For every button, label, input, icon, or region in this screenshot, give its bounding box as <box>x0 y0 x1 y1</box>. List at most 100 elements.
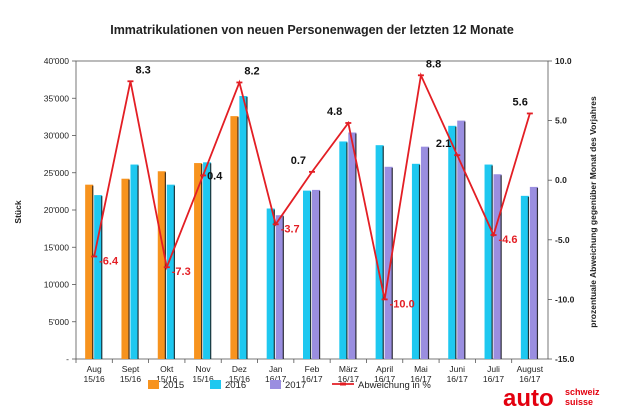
y-tick-label: 40'000 <box>44 56 70 66</box>
bar-shadow-2016-3 <box>210 163 212 359</box>
bar-2016-4 <box>239 96 248 359</box>
bar-shadow-2017-11 <box>500 175 502 359</box>
x-tick-year: 15/16 <box>229 374 251 384</box>
deviation-label-3: 0.4 <box>207 170 223 182</box>
legend-swatch-2015 <box>148 380 159 389</box>
bar-shadow-2017-7 <box>355 133 357 359</box>
chart-title: Immatrikulationen von neuen Personenwage… <box>110 23 514 37</box>
bar-shadow-2016-2 <box>173 185 175 359</box>
bar-shadow-2016-8 <box>382 146 384 359</box>
y2-tick-label: 10.0 <box>555 56 572 66</box>
x-axis-ticks: Aug15/16Sept15/16Okt15/16Nov15/16Dez15/1… <box>75 359 544 384</box>
y2-tick-label: -5.0 <box>555 235 570 245</box>
x-tick-month: Mai <box>414 364 428 374</box>
x-tick-month: Juli <box>487 364 500 374</box>
bar-shadow-2017-6 <box>319 190 321 359</box>
bar-shadow-2016-12 <box>527 196 530 359</box>
deviation-labels: -6.4 8.3 -7.3 0.4 8.2 -3.7 0.7 4.8 -10.0 8.8 2.1 -4… <box>99 58 528 310</box>
deviation-label-10: 2.1 <box>436 138 451 150</box>
x-tick-month: April <box>376 364 393 374</box>
deviation-label-1: 8.3 <box>135 64 150 76</box>
bar-2016-0 <box>94 195 103 359</box>
x-tick-year: 15/16 <box>192 374 214 384</box>
x-tick-month: Nov <box>196 364 212 374</box>
bar-2016-5 <box>266 208 275 359</box>
bar-shadow-2016-4 <box>246 97 248 359</box>
deviation-label-9: 8.8 <box>426 58 441 70</box>
y2-tick-label: 5.0 <box>555 116 567 126</box>
bar-shadow-2016-11 <box>491 165 493 359</box>
deviation-label-11: -4.6 <box>499 234 518 246</box>
deviation-line <box>91 72 533 301</box>
x-tick-month: Juni <box>449 364 465 374</box>
bar-2015-2 <box>157 171 166 359</box>
bar-shadow-2015-1 <box>128 179 130 359</box>
logo-auto-text: auto <box>503 385 554 412</box>
bar-2016-3 <box>203 162 212 359</box>
bar-group <box>85 96 539 359</box>
legend-label-line: Abweichung in % <box>358 380 431 391</box>
deviation-label-5: -3.7 <box>281 223 300 235</box>
bar-2017-7 <box>348 132 357 359</box>
y-tick-label: 30'000 <box>44 131 70 141</box>
bar-shadow-2016-10 <box>455 126 457 359</box>
bar-2017-6 <box>312 189 320 359</box>
bar-shadow-2016-0 <box>101 196 103 359</box>
y2-axis-ticks: 10.0 5.0 0.0 -5.0 -10.0 -15.0 <box>548 56 575 364</box>
x-tick-year: 16/17 <box>265 374 287 384</box>
legend-swatch-2016 <box>210 380 221 389</box>
bar-2015-3 <box>194 163 203 359</box>
y2-tick-label: -15.0 <box>555 354 575 364</box>
x-tick-year: 16/17 <box>410 374 432 384</box>
bar-2017-11 <box>493 174 502 359</box>
legend-label-2016: 2016 <box>225 380 246 391</box>
bar-shadow-2017-9 <box>427 147 430 359</box>
bar-shadow-2017-8 <box>391 167 393 359</box>
x-tick-month: Sept <box>122 364 140 374</box>
bar-2016-12 <box>520 195 529 359</box>
bar-shadow-2016-6 <box>310 191 312 359</box>
x-tick-year: 16/17 <box>374 374 396 384</box>
bar-2016-1 <box>130 164 139 359</box>
logo-line1: schweiz <box>565 387 600 397</box>
bar-2017-9 <box>420 146 429 359</box>
deviation-label-7: 4.8 <box>327 106 342 118</box>
legend-label-2017: 2017 <box>285 380 306 391</box>
bar-shadow-2015-0 <box>92 185 94 359</box>
bar-2015-4 <box>230 116 239 359</box>
x-tick-year: 16/17 <box>519 374 541 384</box>
bar-shadow-2016-9 <box>418 164 421 359</box>
deviation-label-0: -6.4 <box>99 255 119 267</box>
y-tick-label: 10'000 <box>44 280 70 290</box>
autoschweiz-logo: auto schweiz suisse <box>503 385 600 412</box>
x-tick-month: Okt <box>160 364 174 374</box>
bar-shadow-2016-5 <box>273 209 275 359</box>
bar-2017-10 <box>457 120 466 359</box>
legend: 2015 2016 2017 Abweichung in % <box>148 380 431 391</box>
x-tick-year: 16/17 <box>447 374 469 384</box>
x-tick-month: März <box>339 364 358 374</box>
x-tick-month: August <box>517 364 544 374</box>
bar-2016-6 <box>303 190 311 359</box>
bar-2017-5 <box>275 215 284 359</box>
x-tick-year: 15/16 <box>156 374 178 384</box>
y-tick-label: 20'000 <box>44 205 70 215</box>
deviation-label-12: 5.6 <box>513 96 528 108</box>
bar-shadow-2015-2 <box>164 172 166 359</box>
bar-2015-0 <box>85 184 94 359</box>
x-tick-month: Dez <box>232 364 247 374</box>
logo-line2: suisse <box>565 397 593 407</box>
x-tick-year: 16/17 <box>301 374 323 384</box>
bar-2016-2 <box>166 184 175 359</box>
bar-2017-12 <box>529 186 538 359</box>
y-tick-label: 35'000 <box>44 93 70 103</box>
bar-2015-1 <box>121 178 130 359</box>
bar-shadow-2016-1 <box>137 165 139 359</box>
x-tick-month: Jan <box>269 364 283 374</box>
y-tick-label: - <box>66 354 69 364</box>
bar-shadow-2015-4 <box>237 117 239 359</box>
x-tick-year: 16/17 <box>338 374 360 384</box>
bar-2017-8 <box>384 166 393 359</box>
y-tick-label: 15'000 <box>44 242 70 252</box>
bar-shadow-2016-7 <box>346 142 348 359</box>
